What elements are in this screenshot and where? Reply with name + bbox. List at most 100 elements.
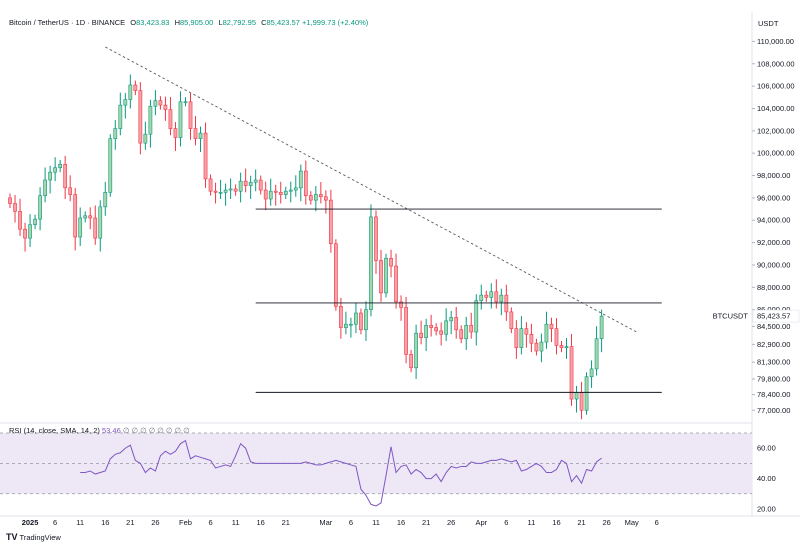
candle-body[interactable] bbox=[263, 189, 268, 200]
candle-body[interactable] bbox=[163, 104, 168, 110]
candle-body[interactable] bbox=[344, 323, 348, 328]
candle-body[interactable] bbox=[374, 216, 378, 261]
candle-body[interactable] bbox=[238, 180, 243, 192]
candle-body[interactable] bbox=[359, 312, 363, 331]
candle-body[interactable] bbox=[599, 315, 604, 340]
candle-body[interactable] bbox=[113, 128, 118, 139]
candle-body[interactable] bbox=[273, 190, 278, 193]
candle-body[interactable] bbox=[258, 179, 263, 191]
candle-body[interactable] bbox=[128, 84, 133, 100]
candle-body[interactable] bbox=[228, 188, 233, 191]
candle-body[interactable] bbox=[318, 194, 323, 198]
candle-body[interactable] bbox=[539, 341, 544, 352]
candle-body[interactable] bbox=[594, 338, 599, 370]
candle-body[interactable] bbox=[218, 192, 223, 194]
candle-body[interactable] bbox=[118, 104, 123, 129]
candle-body[interactable] bbox=[83, 215, 88, 219]
candle-body[interactable] bbox=[419, 332, 423, 338]
candle-body[interactable] bbox=[233, 188, 238, 192]
candle-body[interactable] bbox=[439, 330, 444, 335]
candle-body[interactable] bbox=[384, 257, 388, 294]
candle-body[interactable] bbox=[73, 194, 78, 238]
candle-body[interactable] bbox=[369, 216, 373, 310]
candle-body[interactable] bbox=[53, 167, 57, 173]
candle-body[interactable] bbox=[399, 301, 403, 308]
candle-body[interactable] bbox=[103, 192, 108, 208]
candle-body[interactable] bbox=[198, 132, 203, 139]
candle-body[interactable] bbox=[499, 294, 504, 303]
candle-body[interactable] bbox=[98, 206, 103, 239]
candle-body[interactable] bbox=[38, 195, 42, 220]
candle-body[interactable] bbox=[143, 133, 148, 144]
candle-body[interactable] bbox=[13, 203, 17, 212]
candle-body[interactable] bbox=[8, 197, 12, 204]
candle-body[interactable] bbox=[434, 327, 439, 332]
candle-body[interactable] bbox=[48, 171, 52, 181]
candle-body[interactable] bbox=[524, 328, 529, 335]
currency-label[interactable]: USDT bbox=[758, 19, 779, 28]
candle-body[interactable] bbox=[574, 392, 579, 400]
candle-body[interactable] bbox=[414, 332, 418, 369]
candle-body[interactable] bbox=[569, 346, 574, 400]
candle-body[interactable] bbox=[364, 309, 368, 331]
candle-body[interactable] bbox=[203, 132, 208, 180]
candle-body[interactable] bbox=[88, 215, 93, 219]
candle-body[interactable] bbox=[28, 224, 32, 239]
candle-body[interactable] bbox=[313, 194, 318, 201]
candle-body[interactable] bbox=[484, 294, 489, 298]
candle-body[interactable] bbox=[454, 317, 459, 331]
candle-body[interactable] bbox=[148, 105, 153, 135]
candle-body[interactable] bbox=[133, 84, 138, 91]
candle-body[interactable] bbox=[308, 195, 313, 201]
candle-body[interactable] bbox=[288, 189, 293, 192]
candle-body[interactable] bbox=[253, 179, 258, 183]
candle-body[interactable] bbox=[268, 190, 273, 200]
candle-body[interactable] bbox=[68, 187, 73, 195]
candle-body[interactable] bbox=[489, 291, 494, 298]
candle-body[interactable] bbox=[544, 323, 549, 343]
rsi-legend[interactable]: RSI (14, close, SMA, 14, 2) 53.46 ∅ ∅ ∅ … bbox=[9, 426, 190, 435]
candle-body[interactable] bbox=[283, 190, 288, 195]
trendline[interactable] bbox=[105, 46, 637, 333]
tradingview-brand[interactable]: TV TradingView bbox=[6, 532, 61, 542]
candle-body[interactable] bbox=[389, 257, 393, 267]
candle-body[interactable] bbox=[213, 190, 218, 193]
candle-body[interactable] bbox=[23, 228, 27, 239]
candle-body[interactable] bbox=[339, 306, 343, 328]
candle-body[interactable] bbox=[469, 325, 474, 333]
candle-body[interactable] bbox=[58, 164, 63, 169]
candle-body[interactable] bbox=[424, 325, 428, 338]
candle-body[interactable] bbox=[208, 178, 213, 192]
symbol-title[interactable]: Bitcoin / TetherUS · 1D · BINANCE bbox=[9, 18, 126, 27]
candle-body[interactable] bbox=[138, 90, 143, 144]
candle-body[interactable] bbox=[188, 101, 193, 129]
candle-body[interactable] bbox=[324, 196, 328, 201]
candle-body[interactable] bbox=[329, 199, 333, 245]
candle-body[interactable] bbox=[559, 345, 564, 348]
candle-body[interactable] bbox=[303, 170, 308, 196]
candle-body[interactable] bbox=[193, 128, 198, 139]
candle-body[interactable] bbox=[173, 128, 178, 138]
candle-body[interactable] bbox=[18, 211, 22, 230]
candle-body[interactable] bbox=[504, 294, 509, 313]
candle-body[interactable] bbox=[334, 243, 338, 307]
candle-body[interactable] bbox=[449, 317, 454, 322]
candle-body[interactable] bbox=[63, 164, 68, 189]
candle-body[interactable] bbox=[223, 189, 228, 193]
candle-body[interactable] bbox=[298, 170, 303, 189]
candle-body[interactable] bbox=[564, 346, 569, 348]
candle-body[interactable] bbox=[78, 217, 83, 238]
candle-body[interactable] bbox=[183, 101, 188, 104]
candle-body[interactable] bbox=[479, 294, 484, 302]
candle-body[interactable] bbox=[404, 307, 408, 355]
candle-body[interactable] bbox=[379, 260, 383, 294]
candle-body[interactable] bbox=[123, 99, 128, 106]
candle-body[interactable] bbox=[519, 328, 524, 348]
candle-body[interactable] bbox=[494, 291, 499, 303]
candle-body[interactable] bbox=[108, 138, 113, 193]
candle-body[interactable] bbox=[349, 323, 353, 326]
candle-body[interactable] bbox=[579, 392, 584, 411]
candle-body[interactable] bbox=[509, 311, 514, 329]
candle-body[interactable] bbox=[168, 109, 173, 129]
